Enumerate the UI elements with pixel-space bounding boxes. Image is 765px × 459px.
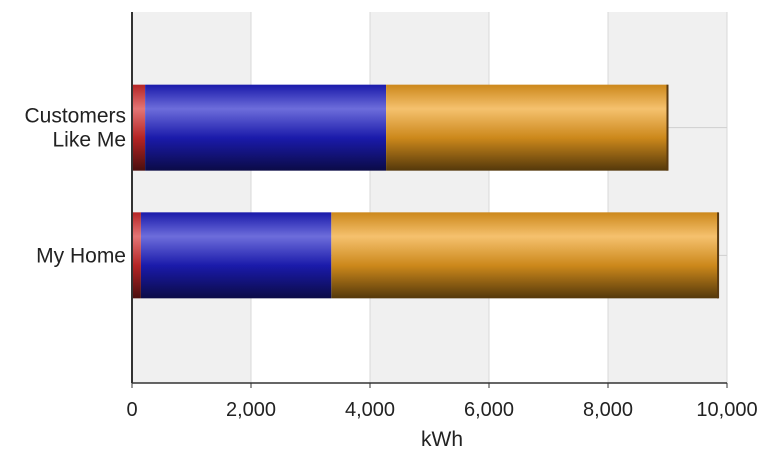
category-label: Customers (24, 105, 126, 128)
plot-band (132, 12, 251, 383)
bar-segment (145, 85, 386, 171)
bar-segment (132, 85, 145, 171)
bar-segment (331, 212, 718, 298)
plot-band (251, 12, 370, 383)
plot-band (489, 12, 608, 383)
bar-segment (386, 85, 667, 171)
x-axis-title: kWh (421, 428, 463, 451)
x-tick-label: 6,000 (464, 399, 514, 421)
x-tick-labels: 0 2,000 4,000 6,000 8,000 10,000 (126, 383, 757, 421)
bar-segment (141, 212, 331, 298)
x-tick-label: 4,000 (345, 399, 395, 421)
category-label: My Home (36, 244, 126, 267)
category-label: Like Me (52, 129, 126, 152)
bar-segment (132, 212, 141, 298)
x-tick-label: 0 (126, 399, 137, 421)
plot-band (608, 12, 727, 383)
plot-band (370, 12, 489, 383)
x-tick-label: 8,000 (583, 399, 633, 421)
x-tick-label: 10,000 (696, 399, 757, 421)
plot-background-bands (132, 12, 727, 383)
x-tick-label: 2,000 (226, 399, 276, 421)
